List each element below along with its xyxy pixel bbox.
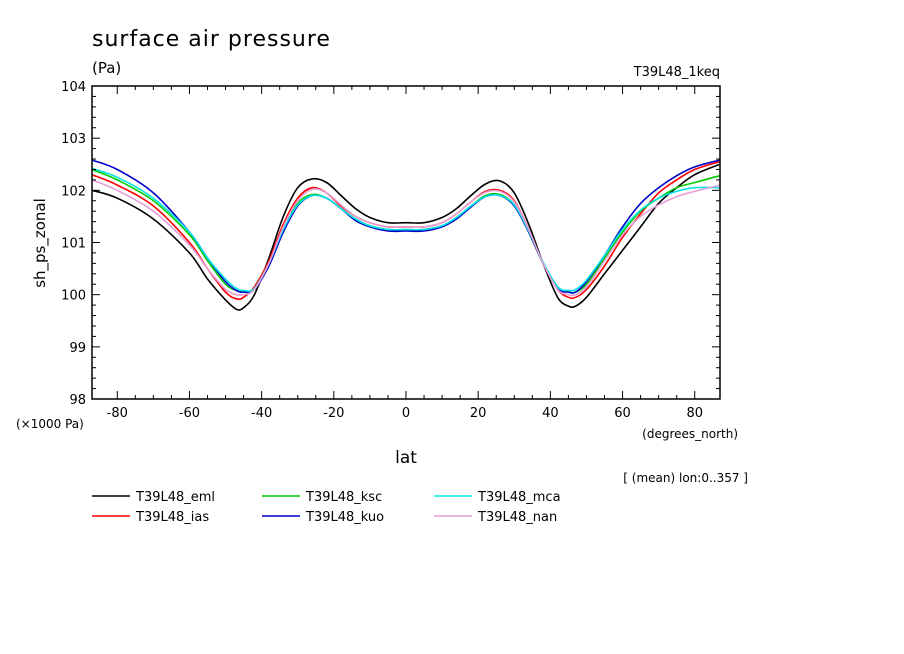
x-units-label: (degrees_north) — [642, 427, 738, 441]
x-tick-label: 40 — [542, 406, 559, 421]
y-tick-label: 102 — [61, 184, 86, 199]
legend: T39L48_eml T39L48_ias T39L48_ksc T39L48_kuo… — [92, 490, 561, 525]
experiment-label: T39L48_1keq — [633, 65, 720, 80]
footnote: [ (mean) lon:0..357 ] — [623, 471, 748, 485]
x-tick-label: 60 — [614, 406, 631, 421]
y-scale-note: (×1000 Pa) — [16, 417, 84, 431]
legend-label: T39L48_mca — [477, 490, 561, 505]
y-tick-label: 100 — [61, 289, 86, 304]
y-tick-label: 101 — [61, 237, 86, 252]
x-tick-label: -40 — [251, 406, 272, 421]
x-tick-label: 20 — [470, 406, 487, 421]
y-tick-label: 104 — [61, 80, 86, 95]
legend-label: T39L48_ksc — [305, 490, 382, 505]
series-line-4 — [91, 167, 721, 292]
x-tick-label: 0 — [402, 406, 410, 421]
legend-label: T39L48_ias — [135, 510, 209, 525]
y-tick-label: 99 — [69, 341, 86, 356]
plot-lines — [91, 159, 721, 311]
y-axis-label: sh_ps_zonal — [31, 198, 50, 288]
series-line-5 — [91, 179, 721, 297]
chart-title: surface air pressure — [92, 27, 331, 52]
x-tick-label: -80 — [107, 406, 128, 421]
series-line-0 — [91, 163, 721, 311]
chart-units: (Pa) — [92, 59, 121, 77]
y-tick-label: 98 — [69, 393, 86, 408]
x-tick-label: 80 — [686, 406, 703, 421]
x-axis-label: lat — [395, 448, 417, 468]
x-tick-label: -20 — [323, 406, 344, 421]
y-tick-label: 103 — [61, 132, 86, 147]
axis-ticks — [92, 85, 720, 400]
legend-label: T39L48_kuo — [305, 510, 384, 525]
y-tick-labels: 98 99 100 101 102 103 104 — [61, 80, 86, 408]
x-tick-labels: -80 -60 -40 -20 0 20 40 60 80 — [107, 406, 703, 421]
legend-label: T39L48_nan — [477, 510, 557, 525]
legend-label: T39L48_eml — [135, 490, 215, 505]
x-tick-label: -60 — [179, 406, 200, 421]
